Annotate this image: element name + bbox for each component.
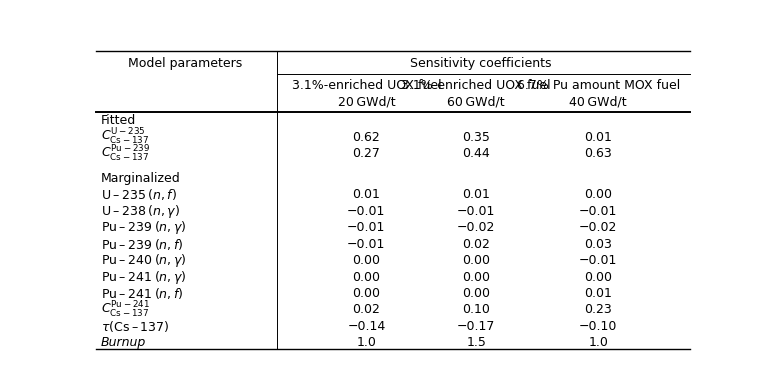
Text: $\tau$(Cs – 137): $\tau$(Cs – 137) <box>100 319 170 334</box>
Text: 0.00: 0.00 <box>463 254 490 267</box>
Text: −0.01: −0.01 <box>457 205 495 218</box>
Text: 0.10: 0.10 <box>463 304 490 316</box>
Text: 0.23: 0.23 <box>584 304 612 316</box>
Text: 0.03: 0.03 <box>584 238 612 251</box>
Text: $C_{\mathrm{Cs-137}}^{\mathrm{Pu-239}}$: $C_{\mathrm{Cs-137}}^{\mathrm{Pu-239}}$ <box>100 144 150 164</box>
Text: 1.5: 1.5 <box>466 336 486 349</box>
Text: 0.01: 0.01 <box>352 188 380 201</box>
Text: −0.02: −0.02 <box>579 221 617 234</box>
Text: 0.01: 0.01 <box>584 287 612 300</box>
Text: 0.62: 0.62 <box>353 131 380 144</box>
Text: 0.00: 0.00 <box>584 188 612 201</box>
Text: 0.63: 0.63 <box>584 147 612 160</box>
Text: Marginalized: Marginalized <box>100 172 180 185</box>
Text: Sensitivity coefficients: Sensitivity coefficients <box>410 57 551 70</box>
Text: $C_{\mathrm{Cs-137}}^{\mathrm{Pu-241}}$: $C_{\mathrm{Cs-137}}^{\mathrm{Pu-241}}$ <box>100 300 150 320</box>
Text: 3.1%-enriched UOX fuel
20 GWd/t: 3.1%-enriched UOX fuel 20 GWd/t <box>291 79 441 108</box>
Text: 0.02: 0.02 <box>463 238 490 251</box>
Text: 6.7% Pu amount MOX fuel
40 GWd/t: 6.7% Pu amount MOX fuel 40 GWd/t <box>516 79 680 108</box>
Text: 1.0: 1.0 <box>357 336 377 349</box>
Text: 0.00: 0.00 <box>352 254 380 267</box>
Text: −0.10: −0.10 <box>579 320 617 333</box>
Text: −0.01: −0.01 <box>347 205 386 218</box>
Text: 0.00: 0.00 <box>352 270 380 284</box>
Text: Burnup: Burnup <box>100 336 146 349</box>
Text: −0.17: −0.17 <box>457 320 495 333</box>
Text: 0.00: 0.00 <box>352 287 380 300</box>
Text: 0.02: 0.02 <box>352 304 380 316</box>
Text: 0.00: 0.00 <box>463 270 490 284</box>
Text: 0.44: 0.44 <box>463 147 490 160</box>
Text: Pu – 239 $(n, f)$: Pu – 239 $(n, f)$ <box>100 237 183 252</box>
Text: −0.01: −0.01 <box>347 238 386 251</box>
Text: 1.0: 1.0 <box>588 336 608 349</box>
Text: −0.02: −0.02 <box>457 221 495 234</box>
Text: −0.01: −0.01 <box>579 254 617 267</box>
Text: 3.1%-enriched UOX fuel
60 GWd/t: 3.1%-enriched UOX fuel 60 GWd/t <box>401 79 551 108</box>
Text: U – 238 $(n, \gamma)$: U – 238 $(n, \gamma)$ <box>100 203 179 220</box>
Text: Pu – 239 $(n, \gamma)$: Pu – 239 $(n, \gamma)$ <box>100 219 186 236</box>
Text: Model parameters: Model parameters <box>128 57 242 70</box>
Text: U – 235 $(n, f)$: U – 235 $(n, f)$ <box>100 187 177 202</box>
Text: −0.01: −0.01 <box>347 221 386 234</box>
Text: Pu – 240 $(n, \gamma)$: Pu – 240 $(n, \gamma)$ <box>100 252 186 269</box>
Text: 0.27: 0.27 <box>352 147 380 160</box>
Text: 0.00: 0.00 <box>463 287 490 300</box>
Text: −0.14: −0.14 <box>347 320 386 333</box>
Text: Pu – 241 $(n, f)$: Pu – 241 $(n, f)$ <box>100 286 183 301</box>
Text: 0.01: 0.01 <box>584 131 612 144</box>
Text: 0.01: 0.01 <box>463 188 490 201</box>
Text: Pu – 241 $(n, \gamma)$: Pu – 241 $(n, \gamma)$ <box>100 269 186 286</box>
Text: 0.00: 0.00 <box>584 270 612 284</box>
Text: $C_{\mathrm{Cs-137}}^{\mathrm{U-235}}$: $C_{\mathrm{Cs-137}}^{\mathrm{U-235}}$ <box>100 127 149 147</box>
Text: −0.01: −0.01 <box>579 205 617 218</box>
Text: 0.35: 0.35 <box>463 131 490 144</box>
Text: Fitted: Fitted <box>100 114 136 127</box>
